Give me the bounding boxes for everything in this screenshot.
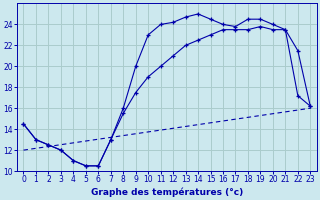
X-axis label: Graphe des températures (°c): Graphe des températures (°c) bbox=[91, 187, 243, 197]
